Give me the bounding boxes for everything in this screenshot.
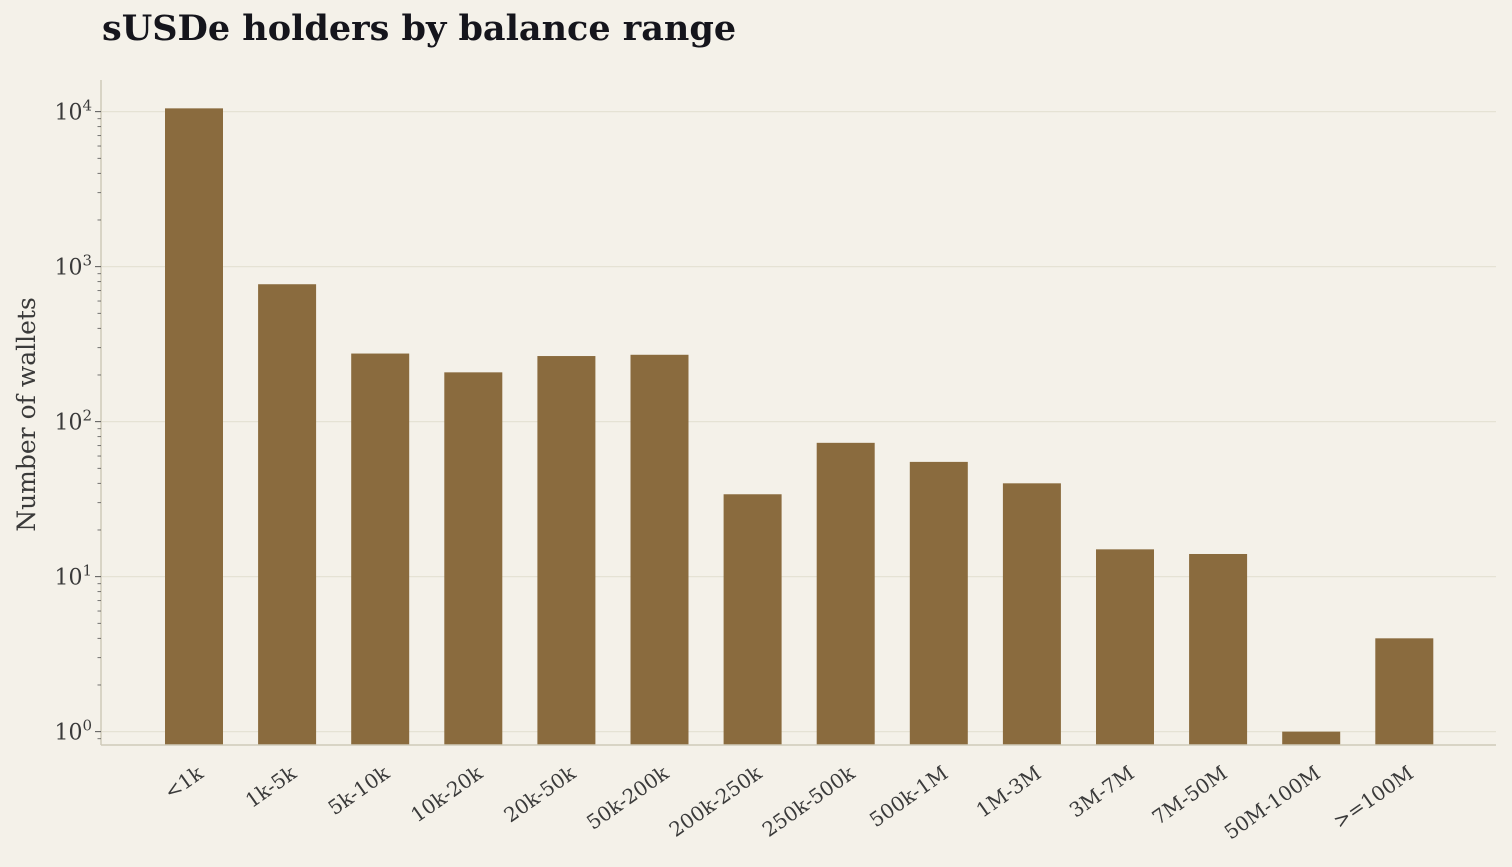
bar [1282, 731, 1341, 745]
bar [165, 108, 223, 745]
x-tick-label: <1k [160, 760, 209, 804]
y-tick-label: 101 [54, 562, 92, 591]
x-ticks: <1k 1k-5k 5k-10k 10k-20k 20k-50k 50k-200k200k… [160, 760, 1418, 844]
bar [816, 442, 875, 745]
bar [723, 494, 782, 745]
x-tick-label: 1M-3M [972, 761, 1046, 823]
y-tick-label: 100 [54, 717, 92, 746]
gridlines [101, 111, 1496, 733]
axes [100, 80, 1496, 746]
x-tick-label: 7M-50M [1147, 761, 1231, 830]
x-tick-label: 5k-10k [324, 760, 395, 820]
x-tick-label: 10k-20k [406, 760, 487, 827]
bar [630, 354, 689, 745]
x-tick-label: 20k-50k [499, 760, 580, 827]
x-tick-label: 3M-7M [1065, 761, 1139, 823]
y-tick-label: 102 [54, 407, 92, 436]
x-tick-label: 200k-250k [665, 760, 767, 842]
x-tick-label: 50M-100M [1220, 761, 1325, 845]
bar [1375, 638, 1434, 745]
y-tick-label: 103 [54, 252, 92, 281]
x-tick-label: 250k-500k [758, 760, 860, 842]
chart-title: sUSDe holders by balance range [102, 8, 737, 49]
bar [444, 372, 503, 745]
y-axis-title: Number of wallets [12, 297, 41, 532]
y-ticks: 100 101 102 103 104 [54, 97, 101, 746]
y-tick-label: 104 [54, 97, 92, 126]
bars [165, 108, 1434, 745]
x-tick-label: >=100M [1329, 761, 1418, 834]
bar [1189, 553, 1248, 745]
x-tick-label: 50k-200k [582, 760, 674, 834]
bar [909, 461, 968, 745]
bar [1002, 483, 1061, 745]
bar [258, 284, 317, 745]
bar [1096, 549, 1154, 745]
bar [351, 353, 410, 745]
x-tick-label: 500k-1M [865, 761, 952, 832]
bar [537, 356, 596, 745]
x-tick-label: 1k-5k [241, 760, 301, 812]
